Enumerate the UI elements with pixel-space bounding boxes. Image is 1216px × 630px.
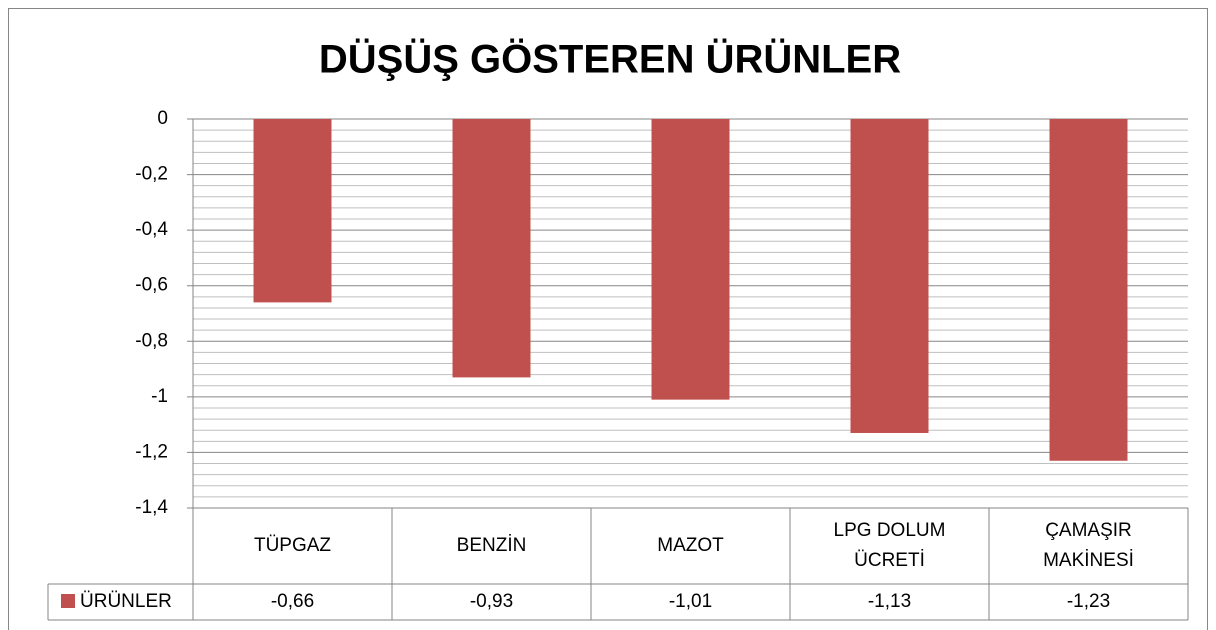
y-tick-label: -0,4 [135, 219, 168, 240]
y-tick-label: -0,8 [135, 330, 168, 351]
legend-label: ÜRÜNLER [80, 591, 172, 612]
category-label: TÜPGAZ [253, 535, 332, 556]
y-tick-label: -1,4 [135, 497, 168, 518]
legend-key [61, 594, 75, 608]
bar [651, 119, 730, 400]
chart-title: DÜŞÜŞ GÖSTEREN ÜRÜNLER [319, 37, 901, 82]
y-tick-label: -0,6 [135, 275, 168, 296]
data-table-value: -0,66 [270, 591, 315, 612]
bar [1049, 119, 1128, 461]
y-tick-label: -1,2 [135, 441, 168, 462]
data-table-value: -1,01 [668, 591, 713, 612]
category-label: MAZOT [657, 535, 724, 556]
y-tick-label: 0 [157, 108, 168, 129]
y-tick-label: -1 [151, 386, 168, 407]
category-label: ÇAMAŞIR MAKİNESİ [1043, 520, 1134, 571]
category-label: BENZİN [456, 535, 527, 556]
category-label: LPG DOLUM ÜCRETİ [833, 520, 946, 571]
y-tick-label: -0,2 [135, 164, 168, 185]
bar [850, 119, 929, 433]
bar [253, 119, 332, 303]
data-table-value: -1,23 [1066, 591, 1111, 612]
data-table-value: -1,13 [867, 591, 912, 612]
data-table-value: -0,93 [469, 591, 514, 612]
bar [452, 119, 531, 378]
